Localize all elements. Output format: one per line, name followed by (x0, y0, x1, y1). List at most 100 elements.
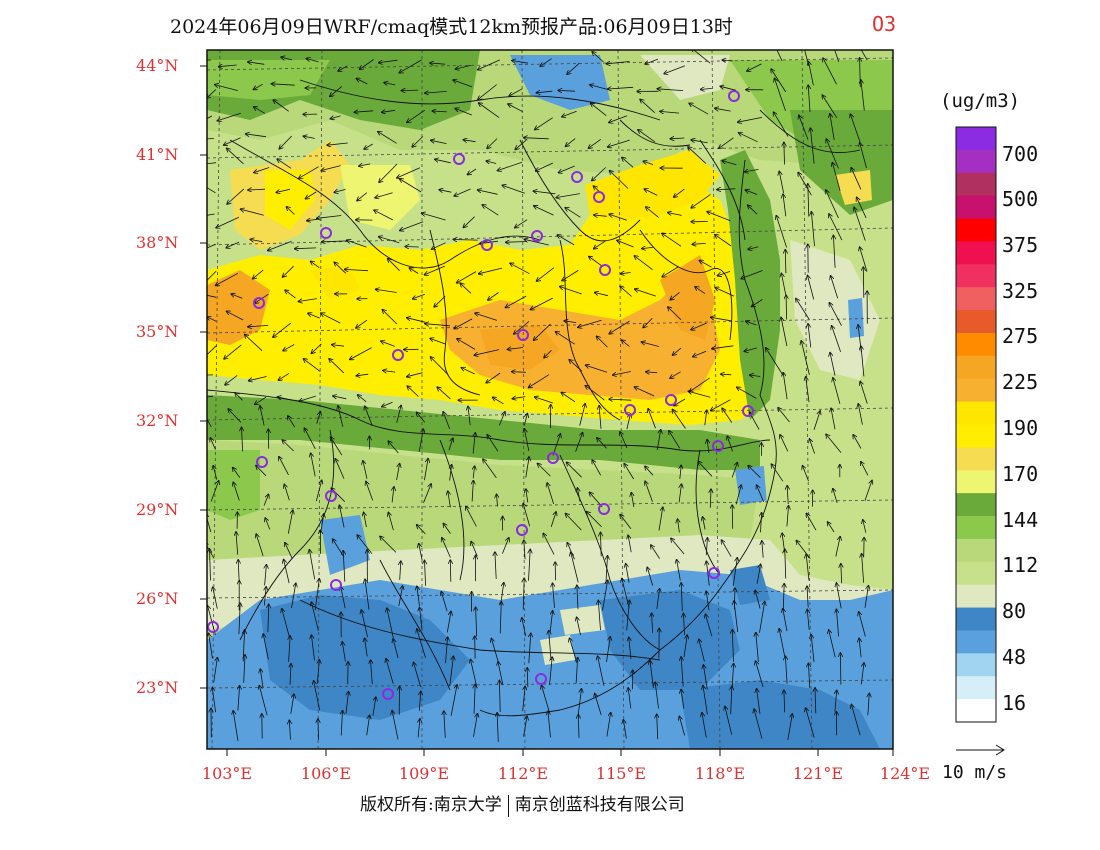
wind-arrow (396, 406, 401, 423)
wind-arrow (290, 664, 291, 685)
wind-arrow (811, 635, 815, 662)
wind-arrow (468, 407, 470, 426)
wind-arrow (567, 462, 582, 478)
wind-arrow (836, 609, 838, 637)
wind-arrow (425, 91, 447, 93)
colorbar-swatch (956, 493, 996, 517)
lon-label-115: 115°E (595, 764, 647, 783)
wind-arrow (861, 346, 865, 377)
wind-arrow (244, 655, 245, 683)
colorbar-swatch (956, 218, 996, 242)
concentration-field (207, 50, 893, 749)
wind-arrow (680, 465, 681, 479)
wind-arrow (620, 286, 632, 297)
wind-arrow (609, 214, 627, 221)
wind-arrow (332, 345, 345, 347)
wind-arrow (715, 288, 735, 297)
wind-arrow (498, 662, 504, 685)
wind-arrow (732, 558, 737, 586)
wind-arrow (235, 393, 243, 401)
wind-arrow (289, 720, 290, 740)
wind-arrow (640, 99, 655, 113)
wind-arrow (308, 313, 320, 319)
lon-label-109: 109°E (398, 764, 450, 783)
wind-arrow (757, 689, 761, 714)
wind-arrow (628, 688, 632, 709)
wind-arrow (457, 339, 476, 350)
wind-arrow (463, 140, 476, 142)
wind-arrow (273, 322, 292, 337)
wind-arrow (216, 272, 239, 285)
wind-arrow (378, 132, 397, 144)
city-marker (712, 440, 724, 452)
wind-arrow (245, 335, 263, 351)
wind-arrow (722, 60, 733, 61)
wind-arrow (309, 550, 316, 580)
wind-arrow (746, 321, 757, 326)
wind-arrow (660, 111, 680, 113)
wind-arrow (224, 137, 241, 145)
wind-arrow (338, 65, 348, 71)
wind-arrow (863, 267, 864, 298)
wind-arrow (535, 117, 553, 130)
wind-arrow (238, 560, 239, 582)
wind-arrow (702, 713, 707, 738)
wind-arrow (807, 586, 808, 608)
wind-arrow (379, 237, 400, 244)
wind-arrow (209, 633, 213, 659)
wind-arrow (460, 283, 472, 294)
wind-arrow (455, 109, 472, 116)
city-marker (624, 404, 636, 416)
wind-arrow (497, 494, 498, 507)
wind-arrow (392, 711, 399, 740)
wind-arrow (699, 639, 705, 662)
wind-arrow (381, 341, 395, 347)
wind-arrow (540, 58, 552, 66)
wind-arrow (529, 374, 550, 388)
wind-arrow (450, 685, 457, 716)
wind-arrow (216, 216, 240, 228)
wind-arrow (407, 372, 423, 377)
wind-arrow (564, 321, 577, 323)
wind-arrow (810, 128, 815, 164)
wind-arrow (576, 658, 578, 684)
wind-arrow (304, 428, 316, 449)
wind-arrow (571, 552, 579, 583)
wind-arrow (703, 665, 708, 690)
wind-arrow (207, 395, 214, 398)
wind-arrow (241, 209, 264, 216)
wind-arrow (626, 414, 631, 430)
wind-arrow (829, 214, 843, 241)
wind-arrow (356, 374, 369, 376)
city-marker (708, 567, 720, 579)
wind-arrow (799, 115, 809, 140)
wind-arrow (785, 549, 786, 579)
wind-arrow (608, 139, 630, 147)
wind-arrow (502, 185, 525, 194)
city-marker (531, 230, 543, 242)
wind-arrow (400, 179, 422, 193)
wind-arrow (833, 378, 841, 404)
wind-arrow (863, 520, 867, 533)
wind-arrow (425, 265, 445, 275)
wind-arrow (776, 216, 787, 248)
wind-arrow (233, 711, 239, 742)
wind-arrow (482, 205, 499, 216)
wind-arrow (425, 561, 426, 586)
wind-arrow (672, 410, 686, 429)
wind-arrow (796, 299, 810, 320)
copyright-right: 南京创蓝科技有限公司 (514, 795, 685, 815)
wind-arrow (674, 398, 686, 406)
wind-arrow (473, 433, 475, 454)
wind-arrow (207, 89, 216, 99)
wind-arrow (382, 310, 398, 325)
wind-arrow (745, 190, 758, 195)
wind-arrow (371, 660, 373, 685)
wind-arrow (354, 111, 374, 112)
wind-arrow (831, 276, 839, 299)
wind-arrow (227, 311, 244, 321)
wind-arrow (720, 86, 737, 91)
wind-arrow (299, 395, 316, 401)
city-marker (392, 349, 404, 361)
wind-arrow (414, 662, 421, 688)
